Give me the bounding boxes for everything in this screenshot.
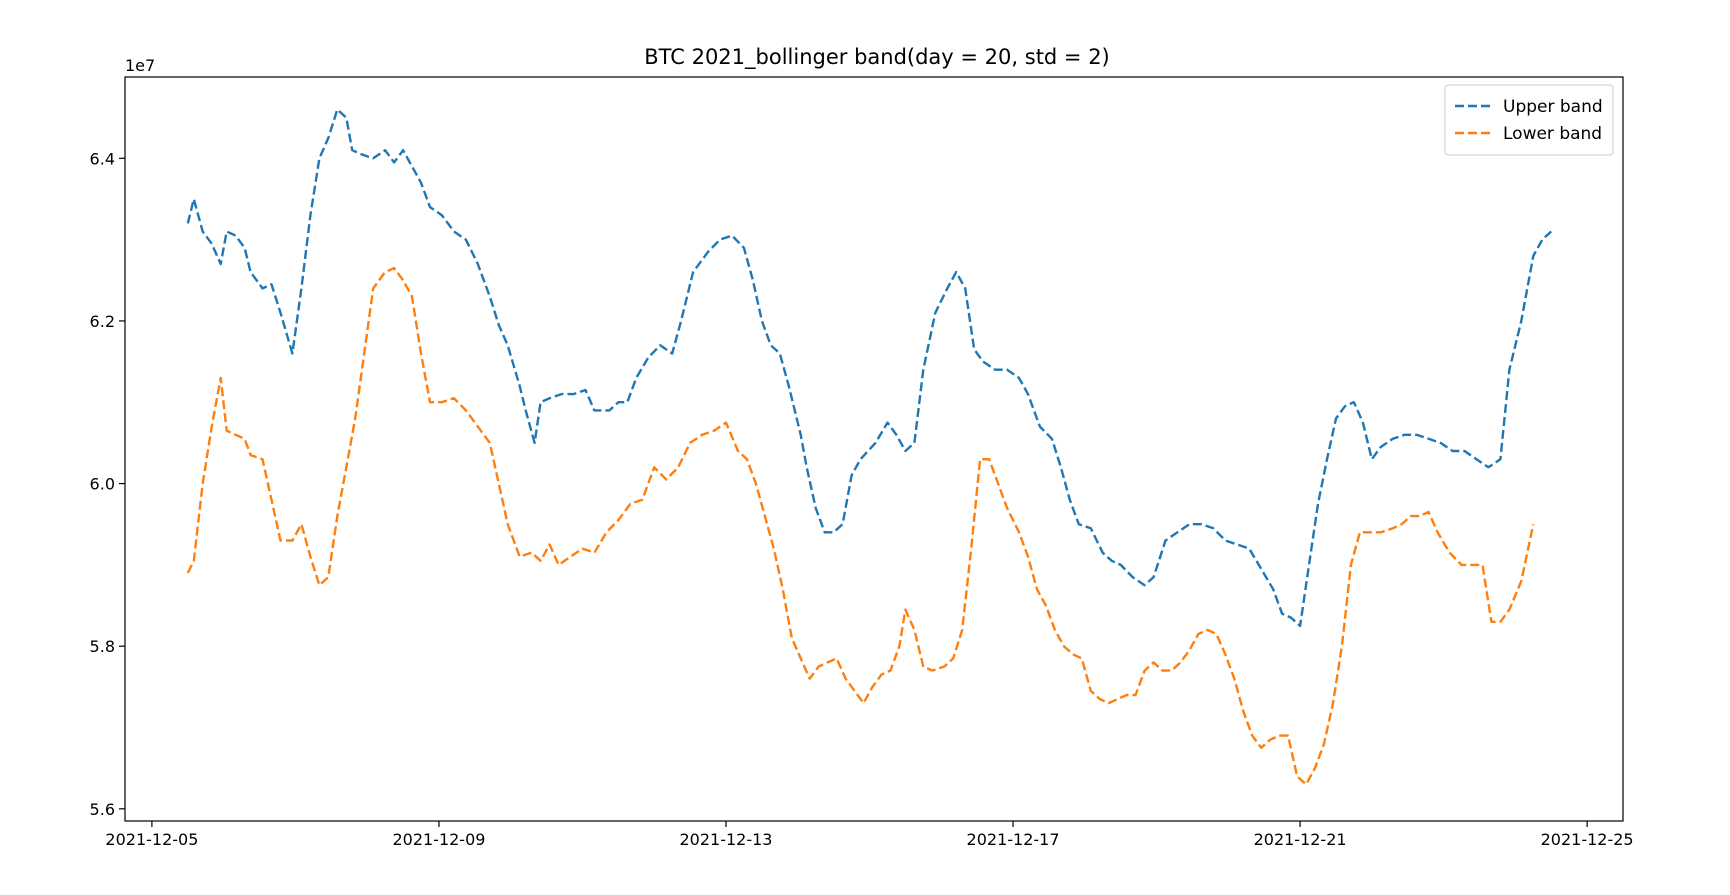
x-tick-label: 2021-12-05 <box>105 830 198 849</box>
x-tick-label: 2021-12-21 <box>1254 830 1347 849</box>
series-line-lower-band <box>186 266 1535 786</box>
x-axis: 2021-12-05 2021-12-09 2021-12-13 2021-12-17… <box>105 821 1634 849</box>
x-tick-label: 2021-12-17 <box>967 830 1060 849</box>
x-tick-label: 2021-12-13 <box>680 830 773 849</box>
y-tick-label: 5.8 <box>90 637 115 656</box>
y-axis: 5.6 5.8 6.0 6.2 6.4 <box>90 149 125 819</box>
y-tick-label: 6.0 <box>90 475 115 494</box>
legend-box <box>1444 84 1614 156</box>
plot-area <box>186 108 1553 786</box>
y-axis-offset-label: 1e7 <box>125 56 155 75</box>
y-tick-label: 6.2 <box>90 312 115 331</box>
legend-label: Upper band <box>1503 97 1603 117</box>
legend: Upper band Lower band <box>1444 84 1614 156</box>
y-tick-label: 6.4 <box>90 149 115 168</box>
legend-label: Lower band <box>1503 124 1602 144</box>
x-tick-label: 2021-12-25 <box>1541 830 1634 849</box>
series-line-upper-band <box>186 108 1553 628</box>
x-tick-label: 2021-12-09 <box>392 830 485 849</box>
axes-frame <box>124 76 1624 822</box>
chart-title: BTC 2021_bollinger band(day = 20, std = … <box>644 45 1110 70</box>
y-tick-label: 5.6 <box>90 800 115 819</box>
